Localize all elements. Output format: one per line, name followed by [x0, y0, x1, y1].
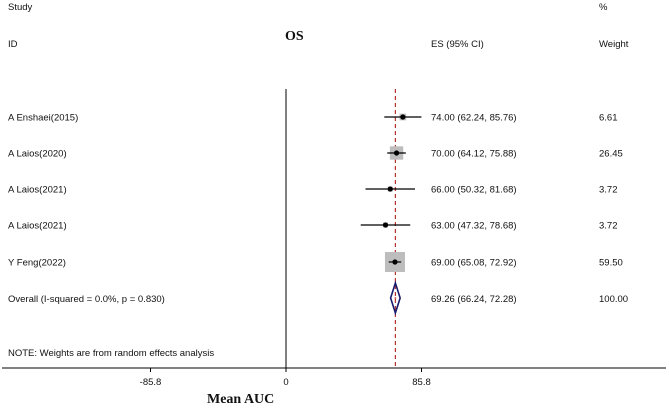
- header-es: ES (95% CI): [431, 39, 484, 50]
- study-es-text: 70.00 (64.12, 75.88): [431, 149, 517, 160]
- study-weight-text: 26.45: [599, 149, 623, 160]
- header-id: ID: [8, 39, 18, 50]
- study-row: Y Feng(2022) 69.00 (65.08, 72.92) 59.50: [8, 252, 623, 272]
- plot-title: OS: [285, 29, 304, 44]
- header-percent: %: [599, 2, 608, 13]
- study-id: Y Feng(2022): [8, 258, 66, 269]
- point-estimate: [392, 259, 398, 265]
- x-tick-label: 85.8: [412, 377, 431, 388]
- study-id: A Laios(2020): [8, 149, 67, 160]
- point-estimate: [400, 114, 406, 120]
- study-row: A Laios(2021) 66.00 (50.32, 81.68) 3.72: [8, 185, 618, 196]
- header-study: Study: [8, 2, 33, 13]
- study-weight-text: 6.61: [599, 113, 618, 124]
- note-text: NOTE: Weights are from random effects an…: [8, 348, 214, 359]
- study-weight-text: 3.72: [599, 221, 618, 232]
- study-es-text: 69.00 (65.08, 72.92): [431, 258, 517, 269]
- overall-diamond: [389, 280, 401, 316]
- x-tick-label: -85.8: [140, 377, 162, 388]
- overall-label: Overall (I-squared = 0.0%, p = 0.830): [8, 294, 165, 305]
- study-id: A Laios(2021): [8, 185, 67, 196]
- point-estimate: [387, 186, 393, 192]
- point-estimate: [382, 222, 389, 228]
- study-id: A Enshaei(2015): [8, 113, 78, 124]
- study-es-text: 66.00 (50.32, 81.68): [431, 185, 517, 196]
- study-weight-text: 3.72: [599, 185, 618, 196]
- study-row: A Laios(2020) 70.00 (64.12, 75.88) 26.45: [8, 146, 623, 160]
- overall-es-text: 69.26 (66.24, 72.28): [431, 294, 517, 305]
- study-row: A Laios(2021) 63.00 (47.32, 78.68) 3.72: [8, 221, 618, 232]
- header-weight: Weight: [599, 39, 629, 50]
- study-weight-text: 59.50: [599, 258, 623, 269]
- study-es-text: 74.00 (62.24, 85.76): [431, 113, 517, 124]
- study-rows: A Enshaei(2015) 74.00 (62.24, 85.76) 6.61A…: [8, 113, 623, 272]
- point-estimate: [393, 150, 400, 156]
- x-axis-ticks: -85.8 0 85.8: [140, 368, 431, 388]
- study-id: A Laios(2021): [8, 221, 67, 232]
- study-es-text: 63.00 (47.32, 78.68): [431, 221, 517, 232]
- overall-center-marker: [394, 297, 397, 299]
- x-tick-label: 0: [283, 377, 288, 388]
- study-row: A Enshaei(2015) 74.00 (62.24, 85.76) 6.61: [8, 113, 618, 124]
- x-axis-label: Mean AUC: [207, 392, 274, 407]
- overall-weight-text: 100.00: [599, 294, 628, 305]
